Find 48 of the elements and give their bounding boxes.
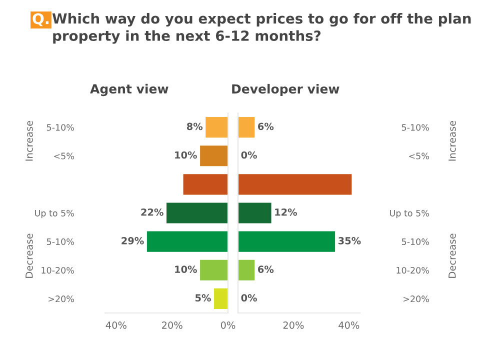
data-label: 10%: [175, 266, 197, 273]
data-label: 35%: [338, 237, 361, 244]
text: Increase: [26, 120, 33, 161]
x-tick-label: 40%: [106, 322, 126, 329]
data-label: 12%: [275, 208, 298, 216]
data-label: 5%: [195, 294, 211, 302]
bar: [183, 174, 228, 195]
chart-title: Q. Which way do you expect prices to go for off the plan property in the next 6-12 months?: [32, 13, 471, 44]
x-tick-label: 40%: [338, 322, 360, 329]
y-tick-label: <5%: [54, 152, 74, 160]
chart-subtitle: Developer view: [232, 84, 340, 96]
chart-subtitle: Agent view: [90, 84, 168, 96]
bar: [238, 260, 255, 280]
bar: [206, 117, 228, 138]
y-tick-label: 5-10%: [46, 124, 74, 131]
x-tick-label: 0%: [220, 322, 236, 329]
data-label: 6%: [258, 122, 274, 130]
y-tick-label: >20%: [404, 296, 429, 302]
bar: [214, 288, 228, 309]
y-tick-label: 5-10%: [402, 238, 429, 246]
bar: [146, 231, 228, 252]
y-tick-label: >20%: [48, 296, 74, 302]
y-tick-label: 10-20%: [396, 266, 429, 274]
x-tick-label: 20%: [162, 322, 182, 329]
data-label: 10%: [175, 151, 197, 159]
y-tick-label: 10-20%: [42, 266, 74, 274]
bar: [238, 202, 272, 224]
y-tick-label: Up to 5%: [390, 210, 429, 218]
bar: [166, 202, 228, 224]
text: Increase: [448, 120, 456, 161]
bar: [238, 231, 336, 252]
bar: [238, 117, 255, 138]
data-label: 6%: [258, 266, 274, 273]
data-label: 0%: [241, 294, 257, 302]
data-label: 29%: [122, 237, 144, 244]
text: Decrease: [448, 234, 456, 278]
bar: [238, 174, 352, 195]
x-tick-label: 20%: [283, 322, 304, 329]
data-label: 0%: [241, 151, 257, 159]
bar: [200, 146, 228, 166]
y-tick-label: <5%: [409, 152, 429, 160]
y-tick-label: 5-10%: [402, 124, 429, 131]
y-tick-label: Up to 5%: [35, 210, 74, 218]
data-label: 8%: [186, 122, 203, 130]
text: Decrease: [26, 234, 33, 278]
y-tick-label: 5-10%: [46, 238, 74, 246]
data-label: 22%: [141, 208, 164, 216]
bar: [200, 260, 228, 280]
